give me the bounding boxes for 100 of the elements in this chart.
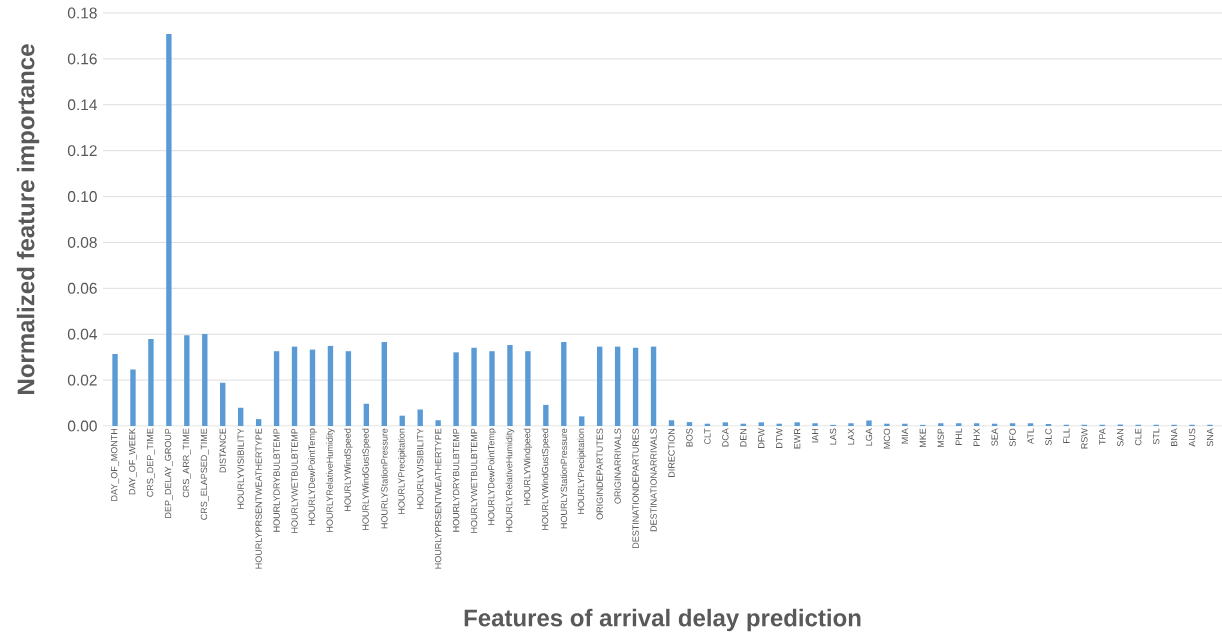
bar — [489, 351, 495, 426]
y-tick-label: 0.00 — [67, 420, 97, 432]
x-tick-label: TPA — [1099, 428, 1106, 445]
x-tick-label: ORIGINARRIVALS — [614, 428, 621, 504]
x-tick-label: RSW — [1081, 428, 1088, 449]
x-tick-label: HOURLYStationPressure — [380, 428, 388, 529]
x-tick-label: HOURLYWindGustSpeed — [541, 428, 551, 530]
x-tick-label: HOURLYPRSENTWEATHERTYPE — [434, 428, 442, 569]
bar — [435, 420, 441, 426]
x-tick-label: HOURLYRelativeHumidity — [505, 428, 515, 532]
x-tick-label: LAX — [847, 428, 855, 445]
bar — [345, 351, 352, 426]
x-tick-label: BNA — [1171, 428, 1178, 446]
bar — [453, 352, 459, 426]
bar — [363, 403, 370, 426]
x-tick-label: DEN — [740, 428, 747, 447]
x-tick-label: AUS — [1188, 428, 1196, 447]
bar — [237, 407, 244, 426]
y-tick-label: 0.16 — [67, 53, 97, 65]
x-tick-label: ATL — [1027, 428, 1034, 445]
x-tick-label: HOURLYDRYBULBTEMP — [452, 428, 460, 532]
x-tick-label: LGA — [865, 428, 873, 446]
x-tick-label: HOURLYWETBULBTEMP — [470, 428, 478, 533]
bar — [309, 349, 316, 426]
x-tick-label: HOURLYRelativeHumidity — [326, 428, 335, 532]
x-tick-label: FLL — [1063, 428, 1070, 443]
x-tick-label: CLE — [1135, 428, 1142, 446]
bar — [130, 369, 136, 426]
x-tick-label: HOURLYWETBULBTEMP — [291, 428, 298, 533]
bar — [1027, 423, 1034, 426]
x-tick-label: CRS_ELAPSED_TIME — [200, 428, 209, 520]
bar — [884, 423, 890, 426]
bar — [417, 409, 423, 426]
bar — [1009, 423, 1016, 426]
x-tick-label: SAN — [1117, 428, 1124, 447]
x-tick-label: DESTINATIONARRIVALS — [650, 428, 657, 532]
bar — [686, 422, 693, 426]
x-tick-label: DFW — [758, 428, 765, 448]
bar — [758, 422, 764, 426]
bar — [202, 333, 208, 426]
bar — [220, 382, 226, 426]
x-tick-label: HOURLYDewPointTemp — [487, 428, 497, 525]
bar — [471, 347, 477, 426]
x-axis-title: Features of arrival delay prediction — [464, 608, 861, 632]
bar — [255, 419, 262, 426]
x-tick-label: SLC — [1045, 428, 1052, 446]
x-tick-label: HOURLYPrecipitation — [577, 428, 586, 514]
bar — [956, 423, 962, 426]
bar — [632, 347, 639, 426]
bar — [938, 423, 944, 426]
bar — [650, 346, 657, 426]
bar — [543, 404, 549, 426]
y-axis-title: Normalized feature importance — [16, 44, 40, 394]
bar — [614, 346, 621, 426]
x-tick-label: CRS_DEP_TIME — [146, 428, 155, 497]
y-tick-label: 0.08 — [67, 236, 97, 248]
x-tick-label: PHL — [955, 428, 962, 445]
y-tick-label: 0.18 — [67, 7, 97, 19]
bar — [273, 351, 280, 426]
x-tick-label: MKE — [919, 428, 926, 447]
bar — [812, 423, 818, 426]
x-tick-label: SNA — [1206, 428, 1214, 447]
x-tick-label: HOURLYWindpeed — [523, 428, 533, 505]
bar — [668, 420, 675, 426]
x-tick-label: DIRECTION — [668, 428, 675, 477]
x-tick-label: DESTINATIONDEPARTURES — [632, 428, 639, 548]
bar — [291, 346, 298, 426]
x-tick-label: CRS_ARR_TIME — [182, 428, 191, 498]
x-tick-label: DTW — [776, 428, 783, 448]
x-tick-label: HOURLYStationPressure — [560, 428, 568, 529]
bar — [381, 342, 387, 426]
x-tick-label: STL — [1152, 428, 1160, 445]
x-tick-label: LAS — [829, 428, 837, 445]
x-tick-label: HOURLYPRSENTWEATHERTYPE — [255, 428, 262, 569]
x-tick-label: MCO — [883, 428, 891, 449]
bar — [327, 345, 334, 426]
bar — [794, 422, 800, 426]
x-tick-label: DAY_OF_MONTH — [110, 428, 120, 501]
x-tick-label: EWR — [794, 428, 801, 449]
bar — [112, 353, 118, 426]
bar — [848, 423, 854, 426]
y-tick-label: 0.10 — [67, 191, 97, 203]
x-tick-label: HOURLYVISIBILITY — [237, 428, 244, 509]
bar — [148, 339, 154, 426]
x-tick-label: HOURLYPrecipitation — [398, 428, 407, 514]
x-tick-label: CLT — [704, 428, 711, 445]
x-tick-label: HOURLYWindSpeed — [344, 428, 353, 511]
x-tick-label: HOURLYWindGustSpeed — [362, 428, 371, 530]
y-tick-label: 0.06 — [67, 282, 97, 294]
bar — [902, 423, 908, 426]
bar — [722, 422, 729, 426]
y-tick-label: 0.02 — [67, 374, 97, 386]
bar — [184, 335, 190, 426]
x-tick-label: MIA — [901, 428, 908, 444]
x-tick-label: DEP_DELAY_GROUP — [164, 428, 173, 518]
x-tick-label: IAH — [812, 428, 819, 443]
bar — [597, 346, 603, 426]
x-tick-label: DISTANCE — [219, 428, 226, 473]
bar — [525, 351, 531, 426]
x-tick-label: PHX — [973, 428, 980, 446]
